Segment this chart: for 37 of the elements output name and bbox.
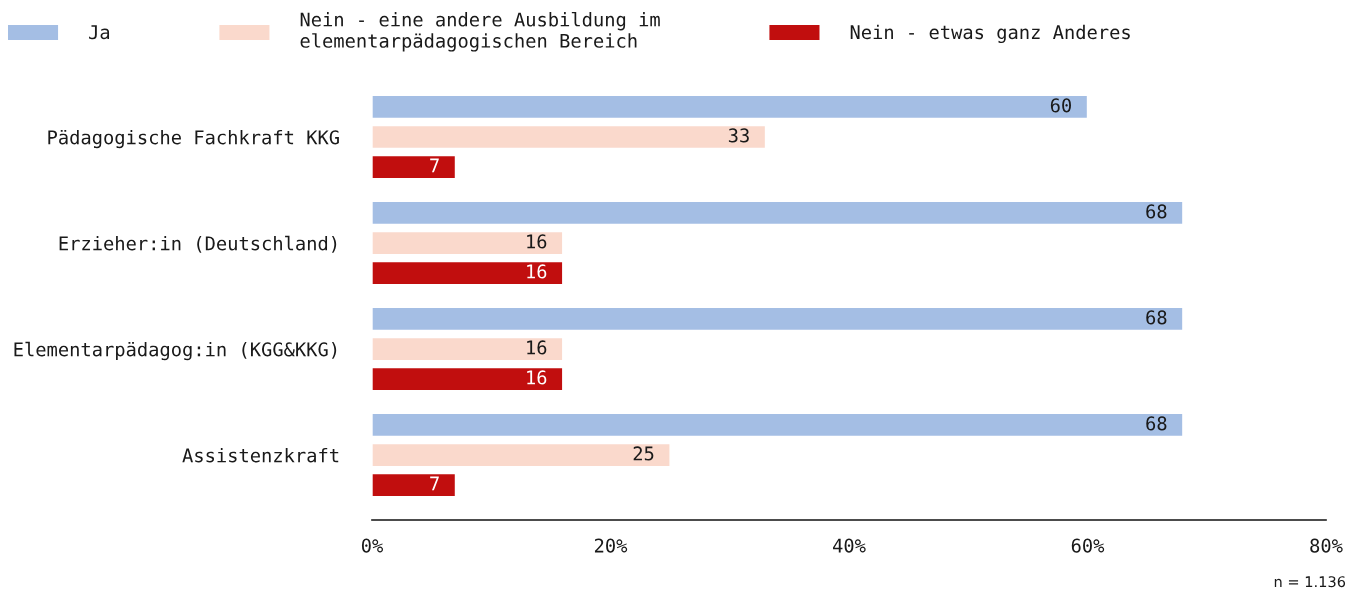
- data-label: 7: [430, 476, 439, 491]
- bar: [372, 124, 767, 150]
- bar: [372, 336, 564, 362]
- data-label: 25: [633, 446, 654, 461]
- y-tick-label: Elementarpädagog:in (KGG&KKG): [14, 341, 337, 361]
- bar: [372, 154, 457, 180]
- y-tick-label: Pädagogische Fachkraft KKG: [48, 129, 339, 149]
- data-label: 7: [430, 158, 439, 173]
- bar: [372, 260, 564, 286]
- bar: [372, 200, 1184, 226]
- x-tick-label: 0%: [361, 538, 383, 553]
- y-tick-label: Erzieher:in (Deutschland): [59, 235, 337, 253]
- legend-label: Nein - eine andere Ausbildung im elementarpädagogischen Bereich: [300, 12, 660, 52]
- data-label: 16: [527, 370, 547, 385]
- text: n = 1.136: [1274, 576, 1346, 588]
- bar: [372, 306, 1184, 332]
- x-tick-label: 40%: [833, 538, 866, 553]
- data-label: 16: [527, 264, 547, 279]
- x-tick-label: 60%: [1071, 538, 1105, 553]
- x-tick-label: 20%: [594, 538, 628, 553]
- bar: [372, 442, 671, 468]
- x-tick-label: 80%: [1310, 538, 1343, 553]
- data-label: 60: [1050, 98, 1072, 113]
- data-label: 16: [527, 340, 547, 355]
- bar: [372, 366, 564, 392]
- data-label: 68: [1146, 310, 1167, 325]
- legend-label: Nein - etwas ganz Anderes: [850, 24, 1130, 44]
- bar: [372, 472, 457, 498]
- legend-label: Ja: [89, 25, 110, 40]
- data-label: 68: [1146, 204, 1167, 219]
- data-label: 16: [527, 234, 547, 249]
- bar: [372, 230, 564, 256]
- bar: [372, 94, 1089, 120]
- data-label: 33: [728, 128, 749, 143]
- y-tick-label: Assistenzkraft: [182, 447, 339, 463]
- data-label: 68: [1146, 416, 1167, 431]
- bar: [372, 412, 1184, 438]
